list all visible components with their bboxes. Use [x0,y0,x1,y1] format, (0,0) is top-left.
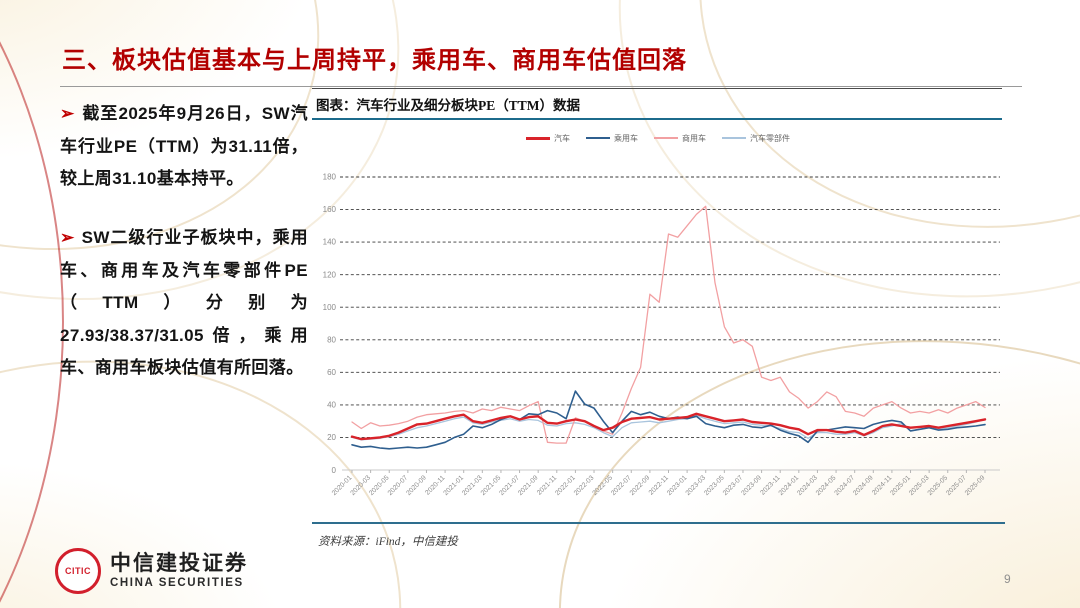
legend-line-swatch [526,136,550,140]
legend-item: 汽车零部件 [722,133,790,144]
page-title: 三、板块估值基本与上周持平，乘用车、商用车估值回落 [62,47,687,74]
legend-label: 商用车 [682,133,706,143]
svg-text:160: 160 [323,205,337,214]
svg-text:180: 180 [323,173,337,182]
citic-emblem-icon: CITIC [55,548,101,594]
arrow-bullet-icon: ➢ [60,227,75,247]
legend-line-swatch [722,137,746,139]
legend-label: 汽车零部件 [750,133,790,143]
page-number: 9 [1004,572,1011,586]
svg-text:0: 0 [332,466,337,475]
logo-text: 中信建投证券 CHINA SECURITIES [110,552,248,590]
bullet-paragraph: ➢ 截至2025年9月26日，SW汽车行业PE（TTM）为31.11倍，较上周31… [60,98,308,196]
svg-text:2020-09: 2020-09 [405,474,428,497]
svg-text:2023-09: 2023-09 [740,474,763,497]
legend-line-swatch [654,137,678,139]
svg-text:2021-09: 2021-09 [517,474,540,497]
company-logo: CITIC 中信建投证券 CHINA SECURITIES [55,548,248,594]
legend-item: 商用车 [654,133,706,144]
svg-text:2024-09: 2024-09 [852,474,875,497]
figure-top-rule [312,88,1002,89]
svg-text:20: 20 [327,433,336,442]
commentary-panel: ➢ 截至2025年9月26日，SW汽车行业PE（TTM）为31.11倍，较上周31… [60,98,308,411]
figure-source: 资料来源：iFind，中信建投 [318,536,458,548]
legend-label: 汽车 [554,133,570,143]
svg-text:100: 100 [323,303,337,312]
red-arc-decoration [0,0,64,608]
logo-name-en: CHINA SECURITIES [110,577,244,590]
svg-text:40: 40 [327,400,336,409]
svg-text:60: 60 [327,368,336,377]
svg-text:120: 120 [323,270,337,279]
bullet-text: SW二级行业子板块中，乘用车、商用车及汽车零部件PE（TTM）分别为27.93/… [60,227,308,378]
pe-line-chart: 2040608010012014016018002020-012020-0320… [323,173,1000,497]
figure-title: 图表：汽车行业及细分板块PE（TTM）数据 [316,98,581,113]
svg-text:2022-09: 2022-09 [629,474,652,497]
legend-line-swatch [586,137,610,139]
arrow-bullet-icon: ➢ [60,104,75,123]
bullet-paragraph: ➢ SW二级行业子板块中，乘用车、商用车及汽车零部件PE（TTM）分别为27.93… [60,222,308,385]
legend-item: 乘用车 [586,133,638,144]
title-divider [60,86,1022,87]
figure-block: 图表：汽车行业及细分板块PE（TTM）数据 汽车 乘用车 商用车 汽车零部件 20 40… [312,88,1005,549]
legend-item: 汽车 [526,133,570,144]
bullet-text: 截至2025年9月26日，SW汽车行业PE（TTM）为31.11倍，较上周31.… [60,104,308,189]
svg-text:140: 140 [323,238,337,247]
logo-name-cn: 中信建投证券 [110,552,248,576]
svg-text:80: 80 [327,335,336,344]
figure-accent-rule [312,118,1002,120]
legend-label: 乘用车 [614,133,638,143]
figure-bottom-rule [312,522,1005,524]
svg-text:2025-09: 2025-09 [964,474,987,497]
chart-legend: 汽车 乘用车 商用车 汽车零部件 [312,132,1004,144]
